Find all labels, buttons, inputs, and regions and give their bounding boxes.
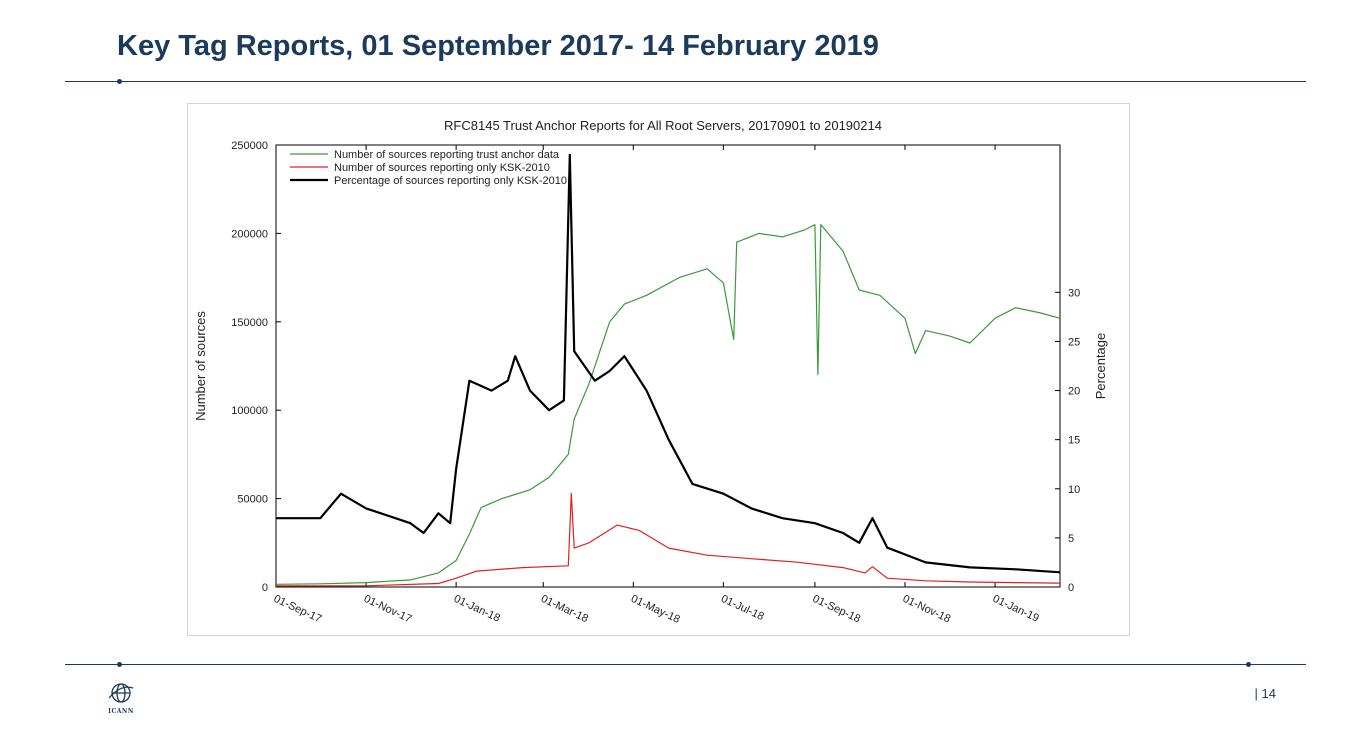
y-tick-label-2: 100000 [231, 405, 268, 417]
y-tick-label-3: 150000 [231, 317, 268, 329]
series-line-1 [275, 492, 1061, 587]
x-tick-label-3: 01-Mar-18 [539, 593, 590, 625]
icann-logo: ICANN [105, 680, 137, 716]
y-tick-label-5: 250000 [231, 140, 268, 152]
y2-tick-label-0: 0 [1068, 582, 1074, 594]
top-rule-dot [117, 79, 122, 84]
y2-tick-label-1: 5 [1068, 533, 1074, 545]
x-tick-label-6: 01-Sep-18 [811, 593, 863, 626]
y2-tick-label-6: 30 [1068, 287, 1080, 299]
bottom-rule [65, 664, 1306, 665]
legend-label-2: Percentage of sources reporting only KSK… [334, 175, 567, 187]
y-tick-label-0: 0 [262, 582, 268, 594]
y-tick-label-4: 200000 [231, 228, 268, 240]
x-tick-label-2: 01-Jan-18 [452, 593, 502, 625]
x-tick-label-1: 01-Nov-17 [362, 593, 414, 626]
logo-text: ICANN [108, 708, 134, 715]
x-tick-label-0: 01-Sep-17 [272, 593, 324, 626]
chart: RFC8145 Trust Anchor Reports for All Roo… [193, 118, 1108, 626]
globe-icon [108, 683, 134, 703]
series-line-2 [276, 153, 1061, 574]
slide-title: Key Tag Reports, 01 September 2017- 14 F… [117, 30, 879, 62]
bottom-rule-dot-left [117, 662, 122, 667]
y2-tick-label-4: 20 [1068, 386, 1080, 398]
plot-border [275, 144, 1061, 588]
y2-tick-label-5: 25 [1068, 336, 1080, 348]
legend-label-0: Number of sources reporting trust anchor… [334, 149, 560, 161]
x-tick-label-7: 01-Nov-18 [901, 593, 953, 626]
y-axis-label: Number of sources [193, 311, 208, 421]
legend-label-1: Number of sources reporting only KSK-201… [334, 162, 550, 174]
y2-axis-label: Percentage [1093, 333, 1108, 400]
y-tick-label-1: 50000 [237, 494, 268, 506]
chart-title: RFC8145 Trust Anchor Reports for All Roo… [444, 118, 882, 133]
x-tick-label-4: 01-May-18 [629, 593, 682, 626]
top-rule [65, 81, 1306, 82]
x-tick-label-5: 01-Jul-18 [719, 593, 766, 623]
plot-area: 0 50000 100000 150000 200000 250000 0 5 10 15 20 25… [231, 140, 1080, 626]
y2-tick-label-2: 10 [1068, 484, 1080, 496]
y2-tick-label-3: 15 [1068, 435, 1080, 447]
chart-frame: RFC8145 Trust Anchor Reports for All Roo… [187, 103, 1130, 636]
bottom-rule-dot-right [1246, 662, 1251, 667]
x-tick-label-8: 01-Jan-19 [991, 593, 1041, 625]
series-line-0 [275, 223, 1061, 585]
page-number: | 14 [1254, 686, 1276, 701]
